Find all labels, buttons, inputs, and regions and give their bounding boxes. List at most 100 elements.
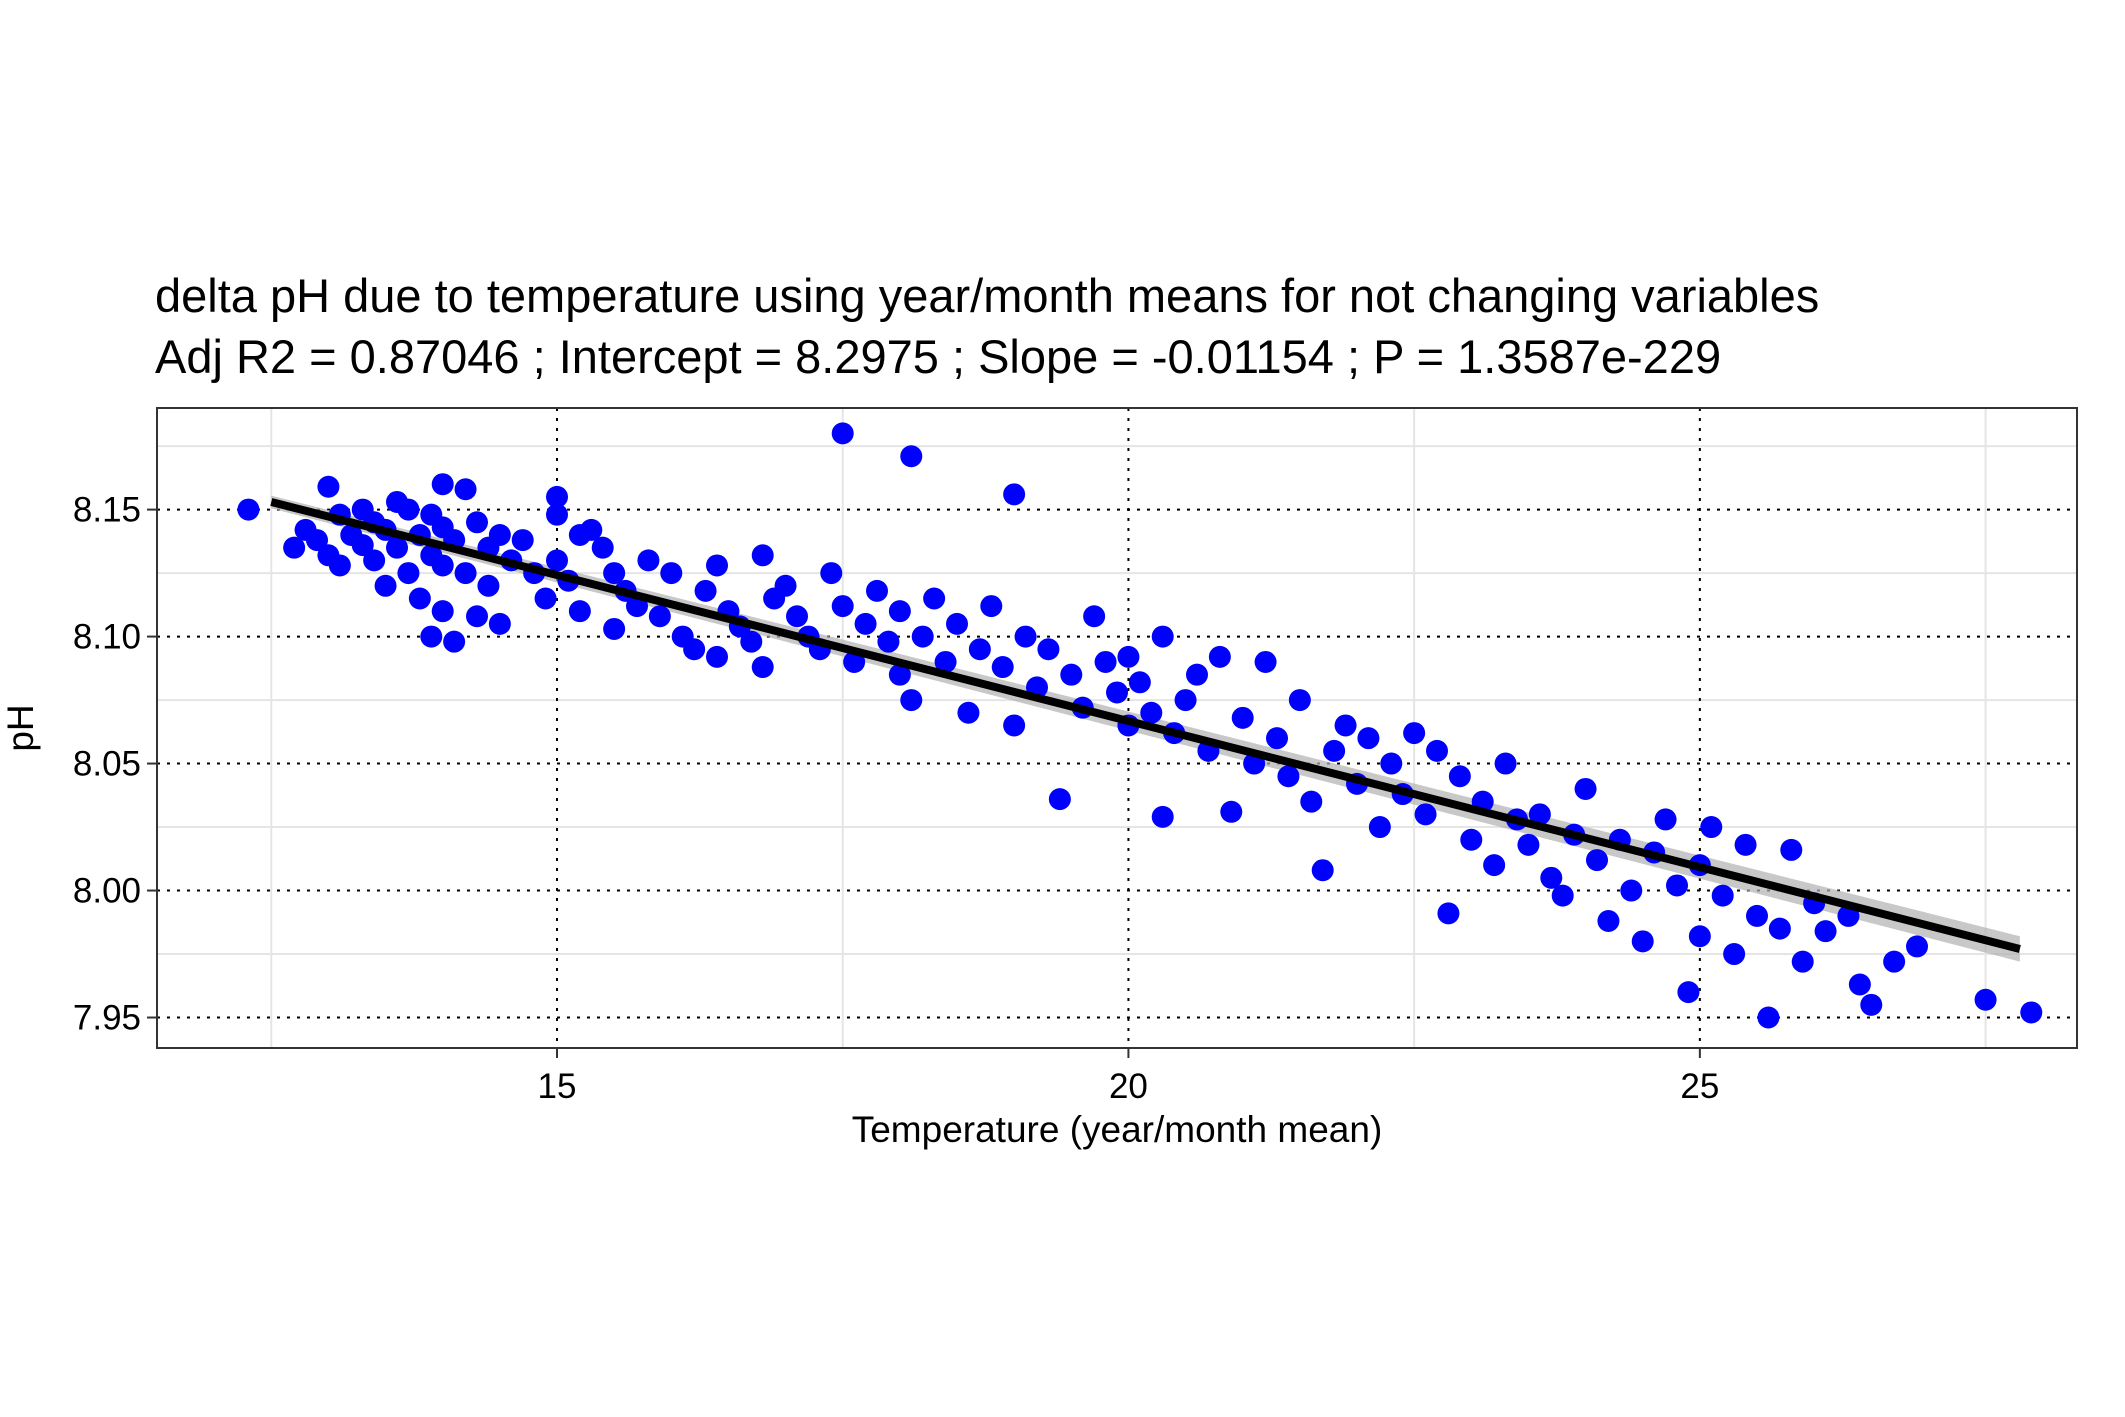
data-point (751, 544, 774, 567)
data-point (637, 549, 660, 572)
data-point (831, 422, 854, 445)
data-point (946, 612, 968, 635)
data-point (1768, 917, 1791, 940)
data-point (568, 600, 591, 623)
data-point (1414, 803, 1437, 826)
data-point (866, 579, 888, 602)
data-point (1483, 854, 1506, 877)
data-point (694, 579, 717, 602)
data-point (443, 630, 466, 653)
data-point (1906, 935, 1928, 958)
data-point (420, 625, 443, 648)
data-point (466, 511, 488, 534)
data-point (1494, 752, 1517, 775)
data-point (774, 574, 797, 597)
data-point (980, 595, 1003, 618)
data-point (431, 600, 454, 623)
data-point (1357, 727, 1380, 750)
data-point (911, 625, 934, 648)
data-point (900, 689, 923, 712)
data-point (888, 663, 911, 686)
data-point (1677, 981, 1700, 1004)
data-point (431, 473, 454, 496)
y-tick-label: 8.10 (73, 618, 141, 657)
data-point (1014, 625, 1037, 648)
data-point (1380, 752, 1403, 775)
data-point (1003, 714, 1026, 737)
y-tick-label: 8.00 (73, 872, 141, 911)
data-point (603, 617, 626, 640)
data-point (546, 549, 568, 572)
data-point (1003, 483, 1026, 506)
data-point (1323, 739, 1346, 762)
data-point (1540, 866, 1563, 889)
data-point (1631, 930, 1654, 953)
data-point (237, 498, 260, 521)
data-point (1266, 727, 1288, 750)
y-axis-label: pH (0, 704, 41, 751)
data-point (466, 605, 488, 628)
data-point (1654, 808, 1677, 831)
data-point (786, 605, 808, 628)
data-point (534, 587, 557, 610)
data-point (1048, 788, 1071, 811)
data-point (546, 503, 568, 526)
data-point (660, 562, 683, 585)
data-point (408, 587, 431, 610)
data-point (1848, 973, 1871, 996)
data-point (1083, 605, 1106, 628)
data-point (1094, 650, 1117, 673)
data-point (1403, 722, 1426, 745)
data-point (1791, 950, 1814, 973)
data-point (831, 595, 854, 618)
data-point (454, 478, 477, 501)
data-point (603, 562, 626, 585)
data-point (1460, 828, 1483, 851)
data-point (363, 549, 386, 572)
data-point (351, 534, 374, 557)
data-point (580, 518, 603, 541)
data-point (1311, 859, 1334, 882)
data-point (1300, 790, 1323, 813)
data-point (374, 574, 397, 597)
data-point (1231, 706, 1254, 729)
data-point (454, 562, 477, 585)
data-point (1208, 645, 1231, 668)
data-point (820, 562, 843, 585)
data-point (1597, 910, 1620, 933)
y-tick-label: 8.15 (73, 491, 141, 530)
data-point (1746, 904, 1768, 927)
data-point (1140, 701, 1163, 724)
data-point (1106, 681, 1128, 704)
data-point (1437, 902, 1460, 925)
data-point (740, 630, 763, 653)
data-point (1700, 816, 1723, 839)
data-point (1220, 800, 1243, 823)
data-point (1757, 1006, 1780, 1029)
data-point (957, 701, 980, 724)
data-point (1620, 879, 1643, 902)
data-point (2020, 1001, 2043, 1024)
data-point (1037, 638, 1060, 661)
regression-line (270, 498, 2021, 953)
data-point (1186, 663, 1208, 686)
data-point (1277, 765, 1300, 788)
data-point (683, 638, 706, 661)
plot-panel-border (156, 407, 2078, 1049)
data-point (1151, 625, 1174, 648)
data-point (1574, 777, 1597, 800)
data-point (1254, 650, 1277, 673)
data-point (968, 638, 991, 661)
data-point (991, 656, 1014, 679)
data-point (1883, 950, 1906, 973)
data-point (546, 485, 568, 508)
data-point (1666, 874, 1688, 897)
data-point (317, 475, 340, 498)
x-axis-label: Temperature (year/month mean) (852, 1109, 1383, 1150)
x-tick-label: 20 (1109, 1067, 1148, 1106)
y-tick-label: 7.95 (73, 999, 141, 1038)
y-tick-label: 8.05 (73, 745, 141, 784)
data-point (511, 529, 534, 552)
